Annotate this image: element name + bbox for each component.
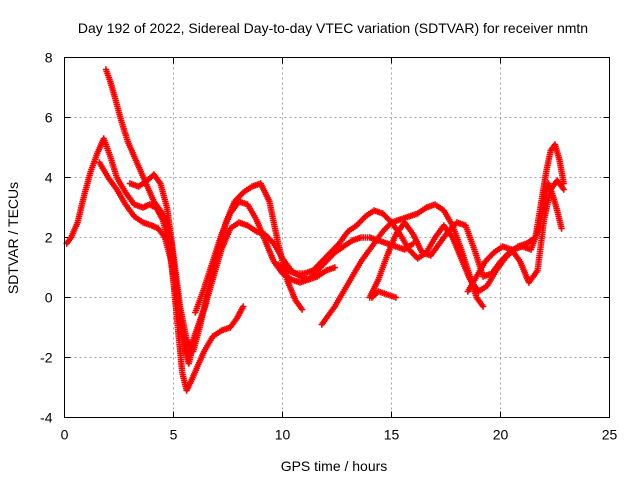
data-point: [560, 186, 567, 193]
data-point: [558, 225, 565, 232]
x-tick-label: 0: [61, 427, 69, 443]
y-tick-label: 6: [45, 110, 53, 126]
data-point: [479, 303, 487, 310]
data-point: [298, 306, 306, 313]
tick-labels: 0 5 10 15 20 25 -4 -2 0 2 4 6 8: [40, 50, 617, 443]
y-axis-label: SDTVAR / TECUs: [5, 182, 21, 294]
data-point: [392, 294, 400, 301]
x-tick-label: 5: [170, 427, 178, 443]
x-tick-label: 25: [602, 427, 618, 443]
y-tick-label: 0: [45, 290, 53, 306]
data-point: [240, 303, 247, 310]
x-tick-label: 10: [275, 427, 291, 443]
y-tick-label: 2: [45, 230, 53, 246]
data-points: [63, 66, 567, 394]
y-tick-label: -4: [40, 410, 53, 426]
chart-title: Day 192 of 2022, Sidereal Day-to-day VTE…: [78, 20, 588, 36]
grid: [64, 57, 610, 418]
data-point: [331, 264, 339, 271]
y-tick-label: -2: [40, 350, 53, 366]
x-tick-label: 15: [384, 427, 400, 443]
plot-frame: [64, 57, 610, 418]
x-axis-label: GPS time / hours: [281, 458, 388, 474]
y-tick-label: 4: [45, 170, 53, 186]
y-tick-label: 8: [45, 50, 53, 66]
x-tick-label: 20: [493, 427, 509, 443]
